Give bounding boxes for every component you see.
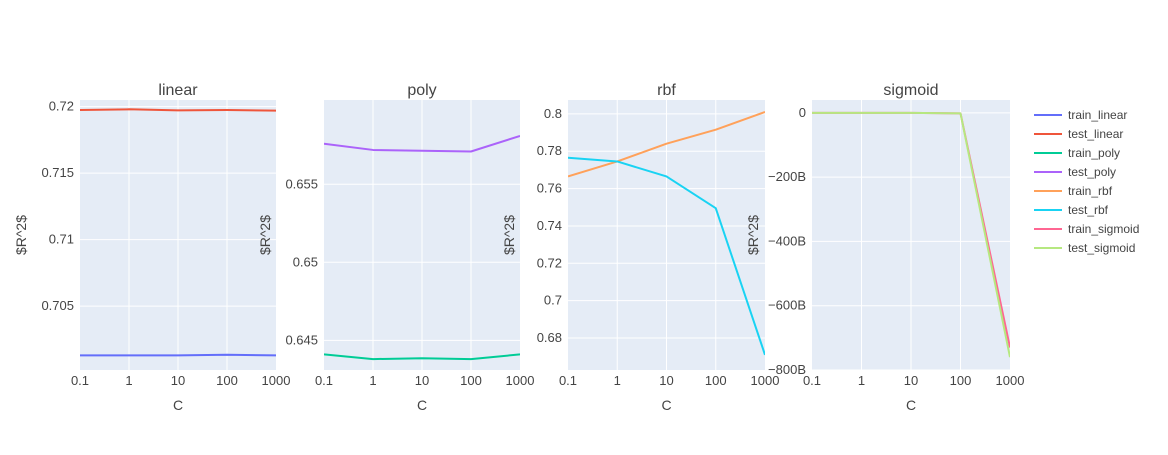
y-tick-label: 0.645 [285,332,318,347]
legend-item: test_poly [1034,165,1116,179]
x-tick-label: 100 [216,373,238,388]
x-tick-label: 1 [369,373,376,388]
subplot-sigmoid: 0.1 1 10 100 1000 0 −200B −400B −600B −800B sigmoi… [745,82,1024,413]
y-tick-label: 0.655 [285,176,318,191]
y-tick-label: −400B [768,233,806,248]
y-axis-label: $R^2$ [257,215,273,255]
x-tick-label: 10 [415,373,429,388]
y-axis-label: $R^2$ [13,215,29,255]
legend-label: test_linear [1068,127,1123,141]
subplot-linear: 0.1 1 10 100 1000 0.705 0.71 0.715 0.72 linear C $R… [13,82,290,413]
legend-label: test_poly [1068,165,1116,179]
series-group [324,134,520,361]
series-group [568,111,765,356]
subplot-title: linear [158,82,198,99]
legend-label: train_rbf [1068,184,1113,198]
y-tick-label: 0.705 [41,298,74,313]
x-tick-label: 100 [950,373,972,388]
x-tick-label: 1000 [996,373,1025,388]
x-axis-label: C [417,397,427,413]
x-tick-label: 10 [659,373,673,388]
y-tick-label: 0.78 [537,143,562,158]
legend-label: train_sigmoid [1068,222,1139,236]
x-tick-label: 100 [705,373,727,388]
y-axis-label: $R^2$ [501,215,517,255]
legend-item: test_rbf [1034,203,1109,217]
x-axis-label: C [661,397,671,413]
x-tick-label: 1 [614,373,621,388]
legend-label: train_linear [1068,108,1127,122]
y-tick-label: 0.65 [293,254,318,269]
y-tick-label: −800B [768,362,806,377]
subplot-rbf: 0.1 1 10 100 1000 0.68 0.7 0.72 0.74 0.76 0.78 0.8 r… [501,82,779,413]
series-line-train_rbf [568,111,765,178]
legend: train_linear test_linear train_poly test_po… [1034,108,1139,255]
subplot-title: rbf [657,82,676,99]
series-line-train_poly [324,353,520,361]
subplot-poly: 0.1 1 10 100 1000 0.645 0.65 0.655 poly C $R^2$ [257,82,534,413]
legend-item: test_linear [1034,127,1123,141]
series-line-test_poly [324,134,520,153]
y-tick-label: −600B [768,298,806,313]
y-tick-label: −200B [768,169,806,184]
y-tick-label: 0.72 [537,255,562,270]
legend-label: test_sigmoid [1068,241,1135,255]
x-tick-label: 10 [171,373,185,388]
legend-item: train_linear [1034,108,1127,122]
subplot-title: poly [407,82,436,99]
series-line-test_linear [80,108,276,112]
series-group [812,111,1010,358]
x-tick-label: 0.1 [559,373,577,388]
x-tick-label: 1000 [751,373,780,388]
legend-label: train_poly [1068,146,1120,160]
y-tick-label: 0.7 [544,293,562,308]
legend-item: train_poly [1034,146,1120,160]
x-tick-label: 0.1 [71,373,89,388]
y-tick-label: 0.715 [41,165,74,180]
y-tick-label: 0.74 [537,218,562,233]
x-tick-label: 0.1 [803,373,821,388]
subplot-title: sigmoid [883,82,938,99]
series-line-test_rbf [568,156,765,356]
x-tick-label: 1000 [262,373,291,388]
y-tick-label: 0.68 [537,330,562,345]
x-axis-label: C [173,397,183,413]
legend-label: test_rbf [1068,203,1109,217]
x-tick-label: 10 [904,373,918,388]
legend-item: test_sigmoid [1034,241,1135,255]
x-tick-label: 1 [125,373,132,388]
series-line-test_sigmoid [812,111,1010,358]
series-line-train_linear [80,353,276,357]
x-tick-label: 0.1 [315,373,333,388]
y-tick-label: 0.72 [49,99,74,114]
x-tick-label: 100 [460,373,482,388]
series-group [80,108,276,357]
legend-item: train_rbf [1034,184,1113,198]
legend-item: train_sigmoid [1034,222,1139,236]
x-tick-label: 1000 [506,373,535,388]
y-tick-label: 0.8 [544,106,562,121]
y-tick-label: 0 [799,105,806,120]
x-tick-label: 1 [858,373,865,388]
y-tick-label: 0.76 [537,181,562,196]
y-axis-label: $R^2$ [745,215,761,255]
y-tick-label: 0.71 [49,232,74,247]
x-axis-label: C [906,397,916,413]
